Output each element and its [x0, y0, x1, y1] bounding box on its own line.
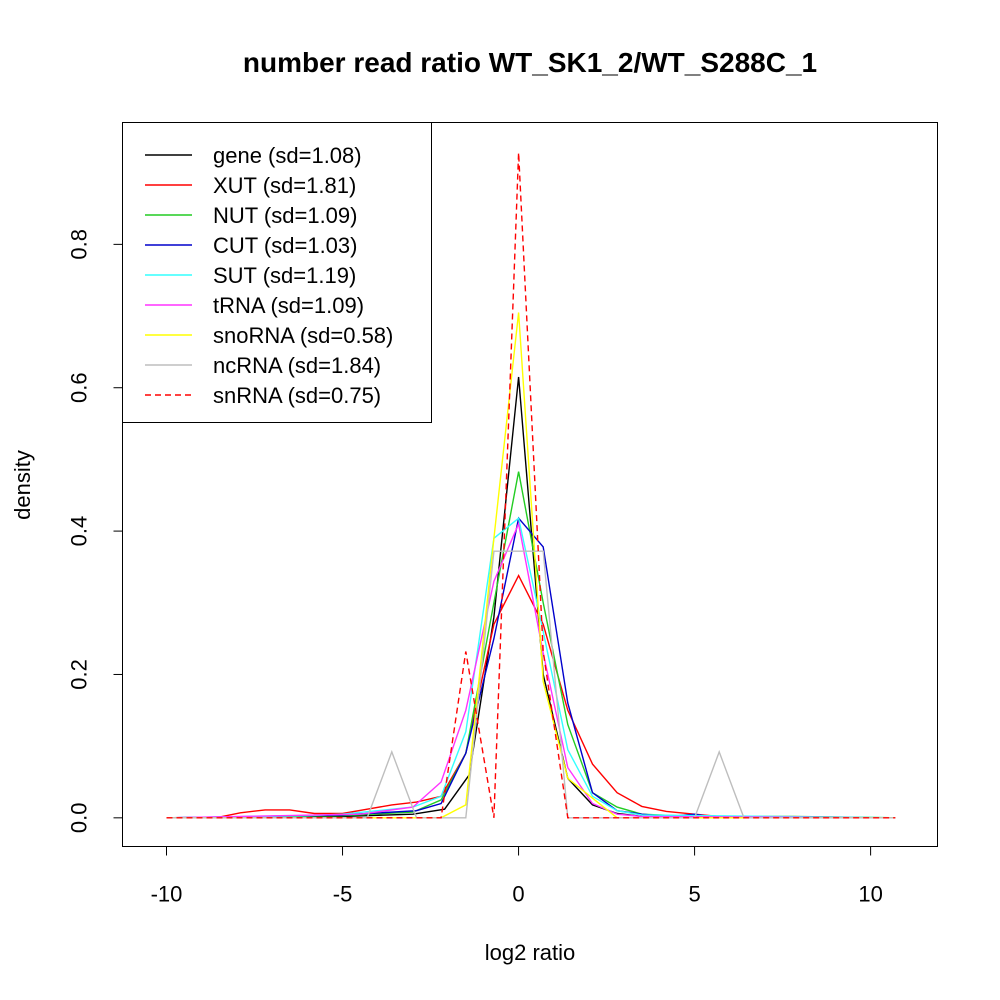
- legend: gene (sd=1.08) XUT (sd=1.81) NUT (sd=1.09)…: [122, 122, 432, 423]
- series-line-1: [166, 573, 896, 819]
- legend-label-1: XUT (sd=1.81): [213, 173, 356, 198]
- x-tick-label: -10: [151, 882, 183, 907]
- series-line-6: [166, 312, 896, 819]
- legend-label-2: NUT (sd=1.09): [213, 203, 357, 228]
- legend-label-0: gene (sd=1.08): [213, 143, 362, 168]
- x-tick-label: 0: [512, 882, 524, 907]
- x-tick-label: 5: [688, 882, 700, 907]
- y-axis: 0.0 0.2 0.4 0.6 0.8: [67, 229, 123, 833]
- series-line-4: [166, 516, 896, 819]
- chart-title: number read ratio WT_SK1_2/WT_S288C_1: [243, 47, 817, 78]
- x-axis: -10 -5 0 5 10: [151, 846, 883, 907]
- legend-label-3: CUT (sd=1.03): [213, 233, 357, 258]
- series-line-5: [166, 521, 896, 819]
- y-tick-label: 0.8: [67, 229, 92, 260]
- legend-label-5: tRNA (sd=1.09): [213, 293, 364, 318]
- legend-label-8: snRNA (sd=0.75): [213, 383, 381, 408]
- y-axis-label: density: [10, 450, 35, 520]
- legend-label-7: ncRNA (sd=1.84): [213, 353, 381, 378]
- series-line-0: [166, 376, 896, 819]
- legend-label-4: SUT (sd=1.19): [213, 263, 356, 288]
- y-tick-label: 0.6: [67, 372, 92, 403]
- legend-label-6: snoRNA (sd=0.58): [213, 323, 393, 348]
- y-tick-label: 0.4: [67, 516, 92, 547]
- x-tick-label: -5: [333, 882, 353, 907]
- x-tick-label: 10: [858, 882, 882, 907]
- series-line-8: [166, 152, 896, 819]
- legend-box: [122, 122, 432, 423]
- series-line-3: [166, 516, 896, 819]
- series-line-7: [166, 550, 896, 819]
- y-tick-label: 0.2: [67, 659, 92, 690]
- y-tick-label: 0.0: [67, 803, 92, 834]
- x-axis-label: log2 ratio: [485, 940, 576, 965]
- series-layer: [166, 152, 896, 819]
